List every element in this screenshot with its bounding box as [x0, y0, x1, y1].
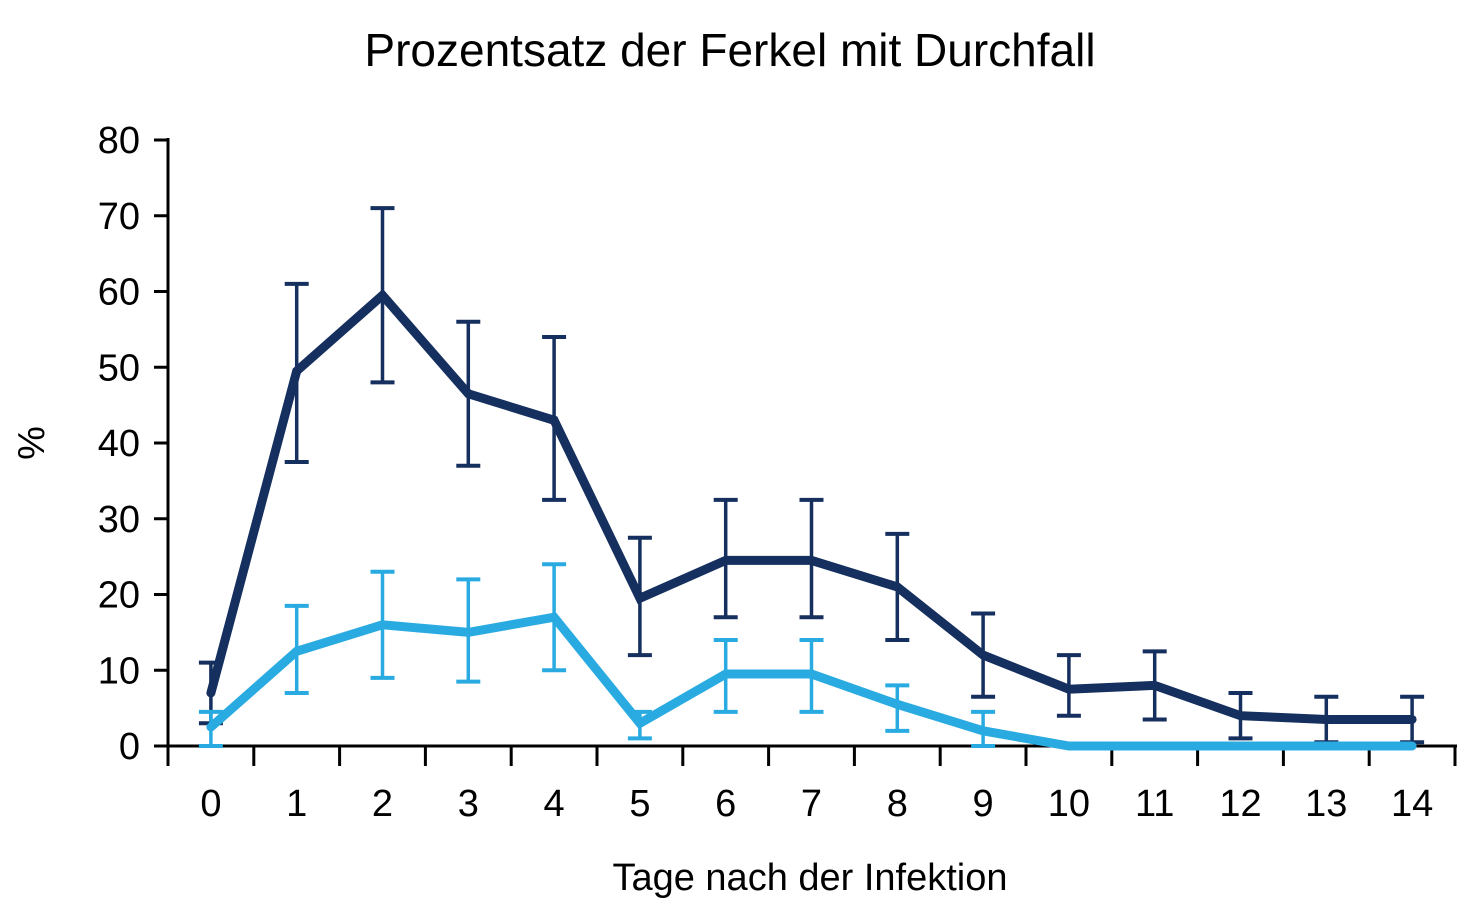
x-tick-label: 5	[629, 783, 650, 825]
y-tick-label: 30	[98, 499, 140, 541]
x-axis-title: Tage nach der Infektion	[612, 857, 1007, 899]
y-tick-label: 80	[98, 120, 140, 162]
x-tick-label: 6	[715, 783, 736, 825]
x-tick-label: 1	[286, 783, 307, 825]
y-tick-label: 50	[98, 347, 140, 389]
y-tick-label: 70	[98, 196, 140, 238]
x-tick-label: 4	[544, 783, 565, 825]
x-tick-label: 12	[1219, 783, 1261, 825]
y-axis-title: %	[11, 426, 53, 460]
x-tick-label: 3	[458, 783, 479, 825]
y-tick-label: 40	[98, 423, 140, 465]
chart-title: Prozentsatz der Ferkel mit Durchfall	[364, 24, 1095, 76]
x-tick-label: 13	[1305, 783, 1347, 825]
y-tick-label: 0	[119, 726, 140, 768]
x-tick-label: 14	[1391, 783, 1433, 825]
x-tick-label: 8	[887, 783, 908, 825]
y-tick-label: 20	[98, 575, 140, 617]
series-line-navy	[206, 288, 1417, 724]
y-tick-label: 60	[98, 272, 140, 314]
x-tick-label: 0	[200, 783, 221, 825]
x-tick-label: 9	[973, 783, 994, 825]
x-tick-label: 10	[1048, 783, 1090, 825]
series-line-light-blue	[206, 612, 1417, 751]
x-tick-label: 2	[372, 783, 393, 825]
x-tick-label: 7	[801, 783, 822, 825]
y-tick-label: 10	[98, 650, 140, 692]
x-tick-label: 11	[1135, 783, 1174, 825]
